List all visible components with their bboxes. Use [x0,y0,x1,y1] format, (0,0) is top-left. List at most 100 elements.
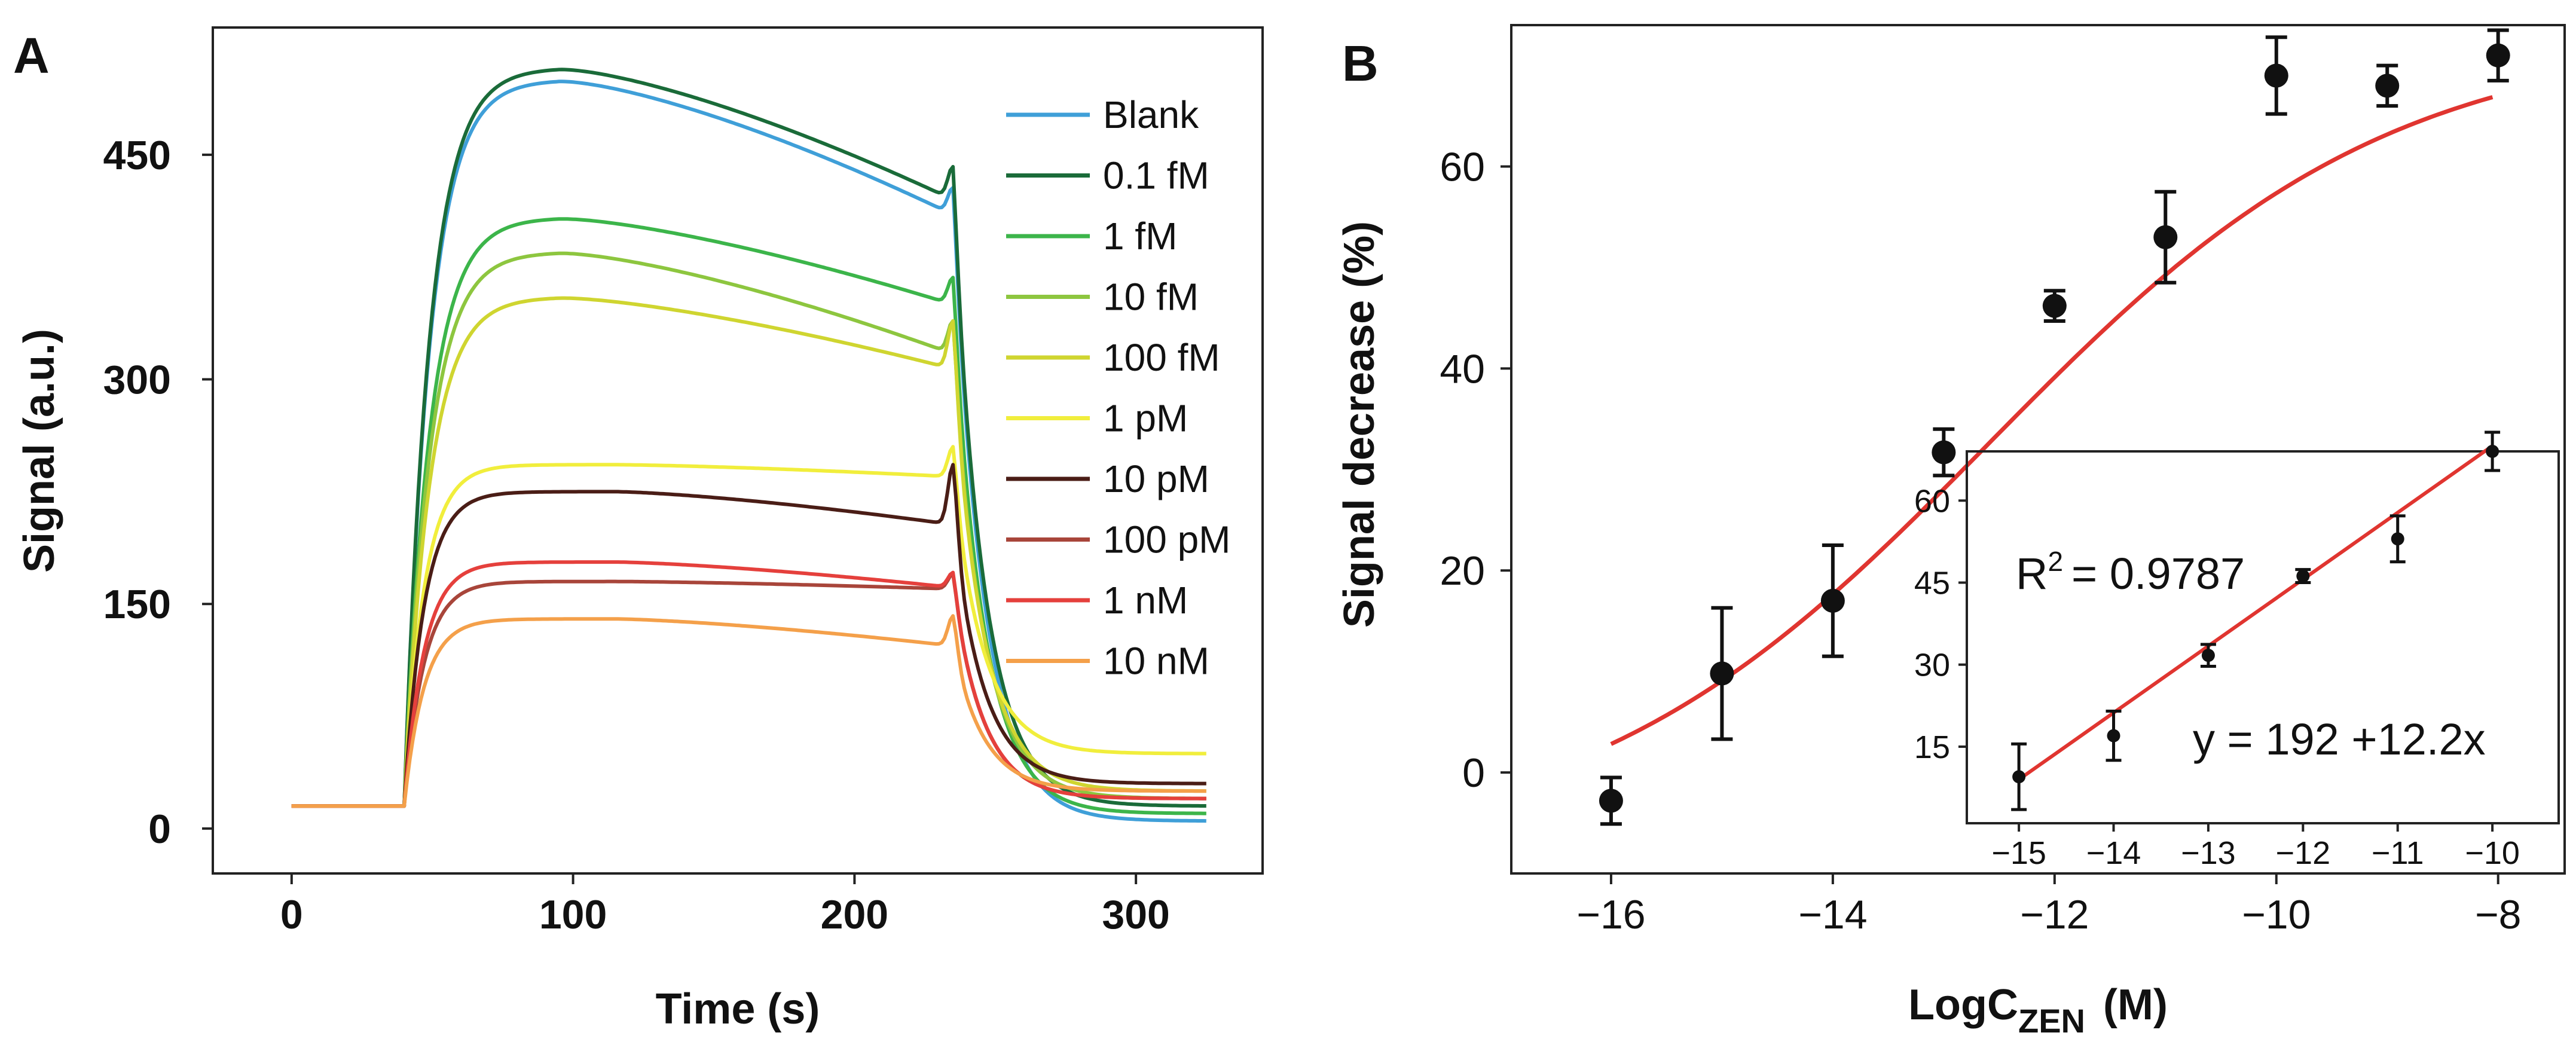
inset-x-tick-label: −12 [2276,835,2331,871]
data-point-group [2153,190,2178,285]
data-point-group [1599,775,1623,826]
legend-label-3: 10 fM [1103,276,1199,319]
r2-exponent: 2 [2048,546,2063,577]
panel-a-y-tick-label: 150 [103,582,171,627]
panel-a-series-lines [291,68,1206,823]
inset-point-group [2106,709,2122,762]
inset-y-tick-label: 60 [1914,483,1950,519]
panel-a-ticks: 0 100 200 300 0 150 300 450 [103,133,1170,937]
legend-label-1: 0.1 fM [1103,154,1209,197]
panel-b-y-tick-label: 40 [1440,346,1485,392]
panel-a: A 0 100 200 300 0 150 300 450 Blank 0.1 fM 1 fM 10… [13,26,1264,1033]
inset-x-tick-label: −15 [1991,835,2046,871]
legend-label-5: 1 pM [1103,397,1188,440]
x-label-main: LogC [1908,981,2018,1029]
panel-b-y-axis-label: Signal decrease (%) [1336,221,1383,628]
inset-data-point [2107,729,2120,743]
legend-label-7: 100 pM [1103,518,1230,561]
data-point-group [2486,28,2510,83]
x-label-unit: (M) [2103,981,2168,1029]
series-line-7 [291,572,1206,808]
series-line-6 [291,463,1206,808]
data-point-group [1932,427,1956,478]
panel-b-y-tick-label: 0 [1462,750,1485,796]
inset-y-tick-label: 15 [1914,729,1950,765]
series-line-3 [291,251,1206,808]
panel-b-x-axis-label: LogCZEN (M) [1908,981,2168,1040]
r2-value: = 0.9787 [2071,549,2245,598]
panel-b-data-points [1599,28,2510,826]
data-point-group [1820,543,1845,658]
inset-frame [1966,450,2560,824]
inset-data-point [2012,770,2026,784]
inset-x-tick-label: −10 [2465,835,2520,871]
x-label-subscript: ZEN [2018,1002,2085,1040]
inset-point-group [2485,430,2501,472]
inset-fit-equation: y = 192 +12.2x [2193,714,2486,764]
panel-a-x-axis-label: Time (s) [656,985,820,1033]
legend-label-0: Blank [1103,93,1199,136]
r2-base: R [2016,549,2048,598]
legend-label-9: 10 nM [1103,640,1209,683]
inset-linear-fit [2018,444,2494,781]
panel-b-y-tick-label: 20 [1440,548,1485,594]
sigmoid-fit-line [1610,95,2494,746]
inset-point-group [2011,742,2027,811]
inset-ticks: −15 −14 −13 −12 −11 −10 15 30 45 60 [1914,483,2520,871]
panel-b-plot-frame [1510,24,2566,875]
inset-x-tick-label: −13 [2181,835,2236,871]
data-point [2375,74,2400,98]
inset-data-point [2201,649,2215,662]
inset-data-point [2486,445,2499,458]
panel-a-letter: A [13,28,50,84]
data-point [1599,789,1623,813]
panel-a-x-tick-label: 200 [821,892,888,937]
panel-b-letter: B [1342,35,1379,91]
panel-b-x-tick-label: −8 [2475,892,2522,937]
legend-label-8: 1 nM [1103,579,1188,622]
series-line-9 [291,614,1206,808]
data-point-group [2042,289,2067,323]
inset-data-point [2296,569,2310,583]
inset-data-points [2011,430,2501,811]
data-point [2153,225,2178,249]
inset-fit-line [2018,444,2494,781]
data-point [1820,588,1845,613]
inset-x-tick-label: −11 [2372,835,2424,871]
panel-a-x-tick-label: 0 [280,892,303,937]
panel-b-fit-curve [1610,95,2494,746]
panel-a-x-tick-label: 300 [1102,892,1169,937]
panel-a-plot-frame [212,26,1264,875]
data-point [2486,43,2510,68]
series-line-5 [291,445,1206,808]
inset-x-tick-label: −14 [2086,835,2141,871]
inset-point-group [2295,568,2311,585]
panel-b-x-tick-label: −10 [2242,892,2311,937]
legend-label-2: 1 fM [1103,215,1177,258]
panel-a-y-tick-label: 450 [103,133,171,178]
panel-b-y-tick-label: 60 [1440,145,1485,190]
data-point [2264,63,2288,88]
panel-a-y-tick-label: 0 [148,806,171,852]
data-point [1710,661,1734,686]
legend-label-4: 100 fM [1103,336,1220,379]
panel-b: B −16 −14 −12 −10 −8 0 20 40 60 −15 −14 −13 −12 −11 −… [1336,24,2566,1040]
series-line-2 [291,217,1206,815]
panel-b-inset: −15 −14 −13 −12 −11 −10 15 30 45 60 R2 = 0.9787 y … [1914,430,2560,871]
legend-label-6: 10 pM [1103,457,1209,500]
inset-r-squared: R2 = 0.9787 [2016,546,2245,598]
panel-a-y-tick-label: 300 [103,358,171,403]
inset-point-group [2389,514,2406,564]
inset-y-tick-label: 30 [1914,647,1950,683]
panel-b-x-tick-label: −16 [1576,892,1645,937]
panel-a-x-tick-label: 100 [539,892,607,937]
series-line-8 [291,560,1206,808]
inset-point-group [2200,643,2216,668]
panel-b-x-tick-label: −12 [2020,892,2089,937]
panel-b-x-tick-label: −14 [1798,892,1867,937]
data-point-group [1710,606,1734,741]
panel-a-y-axis-label: Signal (a.u.) [16,329,63,573]
data-point [1932,440,1956,465]
panel-a-legend: Blank 0.1 fM 1 fM 10 fM 100 fM 1 pM 10 pM 100 p… [1006,93,1230,683]
